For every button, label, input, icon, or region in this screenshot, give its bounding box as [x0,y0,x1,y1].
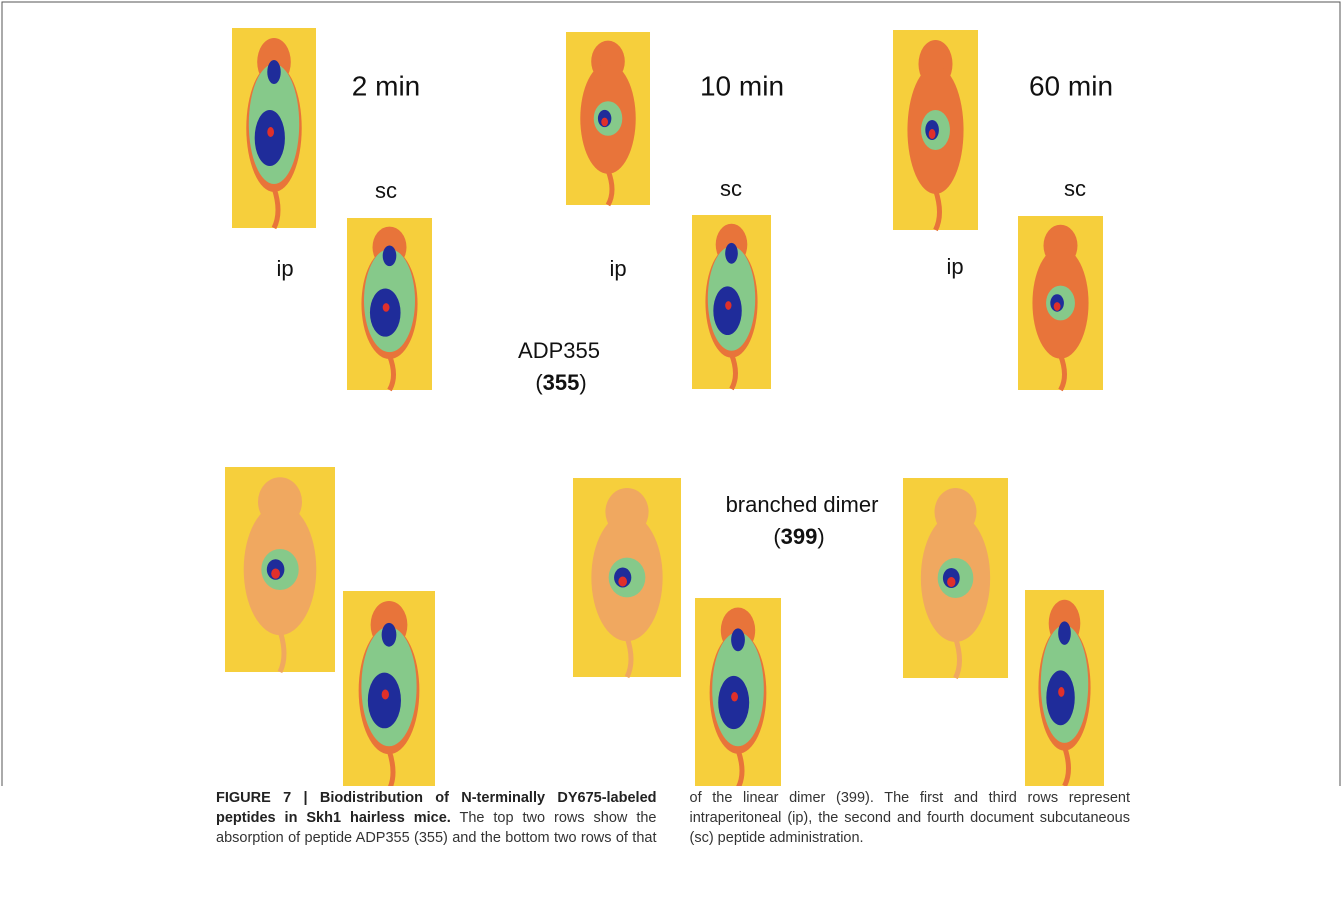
sc-label: sc [720,176,742,201]
mouse-image [225,467,335,674]
number-run: 355 [543,370,580,395]
mouse-image [566,32,650,207]
compound-name: branched dimer [726,492,879,517]
caption-title: FIGURE 7 | Biodistribution of N-terminal… [216,790,657,826]
signal-blue [1058,621,1071,645]
mouse-image [903,478,1008,680]
caption-text: The top two rows show the absorption of … [216,790,1130,846]
signal-red [731,692,738,702]
signal-blue [381,622,397,647]
signal-red [725,301,732,310]
mouse-image [232,28,316,230]
ip-label: ip [946,254,963,279]
mouse-image [343,591,435,786]
mouse-image [695,598,781,786]
compound-name: ADP355 [518,338,600,363]
signal-blue [369,288,401,337]
signal-blue [731,628,745,652]
signal-blue [718,675,750,730]
signal-red [618,576,627,587]
time-label: 60 min [1029,70,1113,101]
number-run: ( [535,370,543,395]
number-run: ) [817,524,824,549]
time-label: 10 min [700,70,784,101]
signal-red [267,127,275,137]
signal-blue [725,242,738,264]
signal-blue [382,245,397,267]
signal-red [1058,687,1065,697]
mouse-image [347,218,432,392]
signal-red [928,129,936,139]
figure-frame [1,1,1341,786]
number-run: ) [579,370,586,395]
signal-red [271,568,280,579]
signal-red [382,303,390,312]
panels [225,28,1104,786]
ip-label: ip [609,256,626,281]
ip-label: ip [276,256,293,281]
figure: 2 min 10 min 60 min sc sc sc ip ip ip AD… [1,1,1341,786]
compound-number: (399) [773,524,824,549]
signal-red [381,689,389,700]
compound-number: (355) [535,370,586,395]
signal-red [947,577,956,587]
sc-label: sc [1064,176,1086,201]
sc-label: sc [375,178,397,203]
signal-red [601,117,608,127]
mouse-image [893,30,978,232]
number-run: ( [773,524,781,549]
mouse-image [573,478,681,679]
signal-blue [254,110,285,166]
signal-red [1053,302,1061,311]
signal-blue [1046,670,1075,726]
number-run: 399 [781,524,818,549]
signal-blue [713,286,742,336]
mouse-image [1018,216,1103,392]
time-label: 2 min [352,70,420,101]
signal-blue [367,672,401,729]
mouse-image [692,215,771,391]
caption: FIGURE 7 | Biodistribution of N-terminal… [216,788,1130,848]
mouse-image [1025,590,1104,786]
signal-blue [267,60,281,84]
